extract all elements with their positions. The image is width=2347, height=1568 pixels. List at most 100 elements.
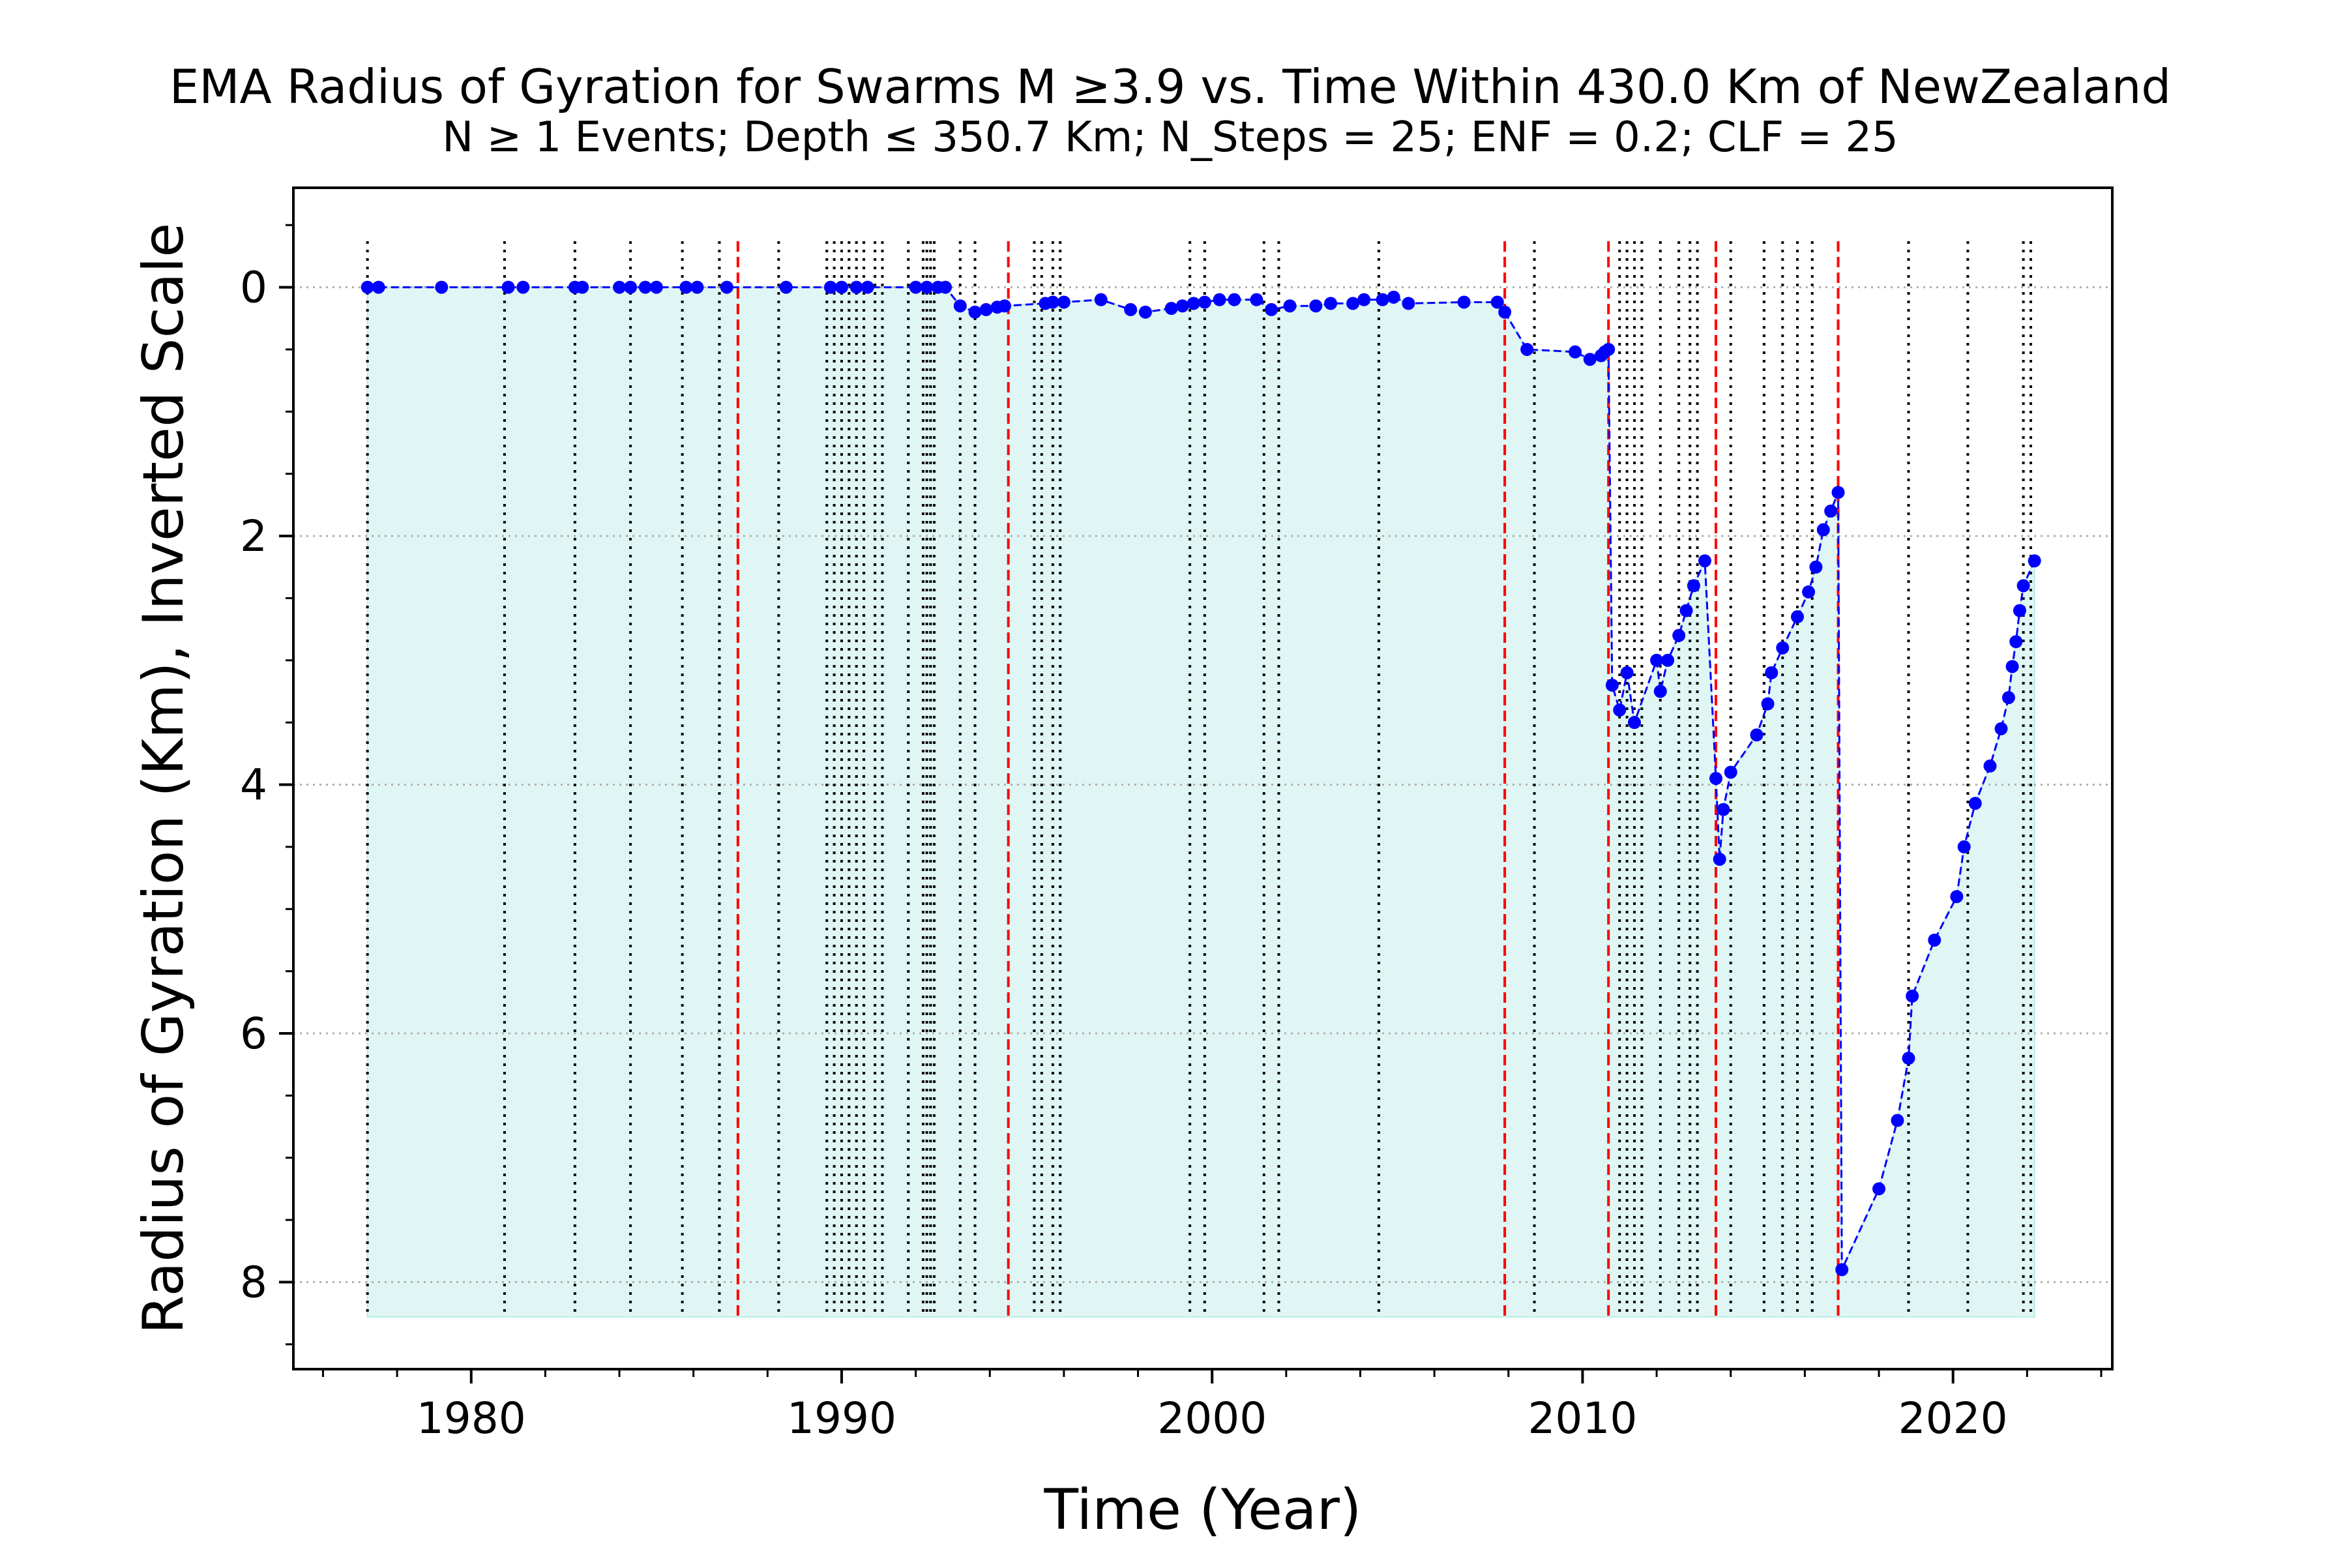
data-point <box>1520 342 1534 356</box>
data-point <box>1661 653 1675 667</box>
data-point <box>1046 295 1059 309</box>
data-point <box>1387 290 1400 304</box>
data-point <box>1138 305 1152 319</box>
data-point <box>1928 933 1941 947</box>
y-tick-label: 8 <box>240 1257 267 1307</box>
data-point <box>1057 295 1070 309</box>
data-point <box>1816 523 1830 537</box>
data-point <box>1765 666 1779 679</box>
plot-frame <box>292 186 2114 1370</box>
data-point <box>1791 610 1805 624</box>
data-point <box>1213 293 1226 306</box>
series-layer <box>361 280 2041 1277</box>
data-point <box>372 280 385 294</box>
data-point <box>1457 295 1471 309</box>
data-point <box>849 280 863 294</box>
data-point <box>1164 302 1178 316</box>
data-point <box>1346 297 1360 310</box>
data-point <box>361 280 374 294</box>
data-point <box>2013 604 2026 617</box>
data-point <box>1613 703 1627 717</box>
data-point <box>2009 635 2023 649</box>
data-point <box>1498 305 1512 319</box>
data-point <box>1950 890 1964 904</box>
x-axis-label: Time (Year) <box>1044 1477 1362 1543</box>
data-point <box>638 280 652 294</box>
data-point <box>1620 666 1634 679</box>
data-point <box>1968 797 1982 810</box>
data-point <box>2028 554 2041 568</box>
data-point <box>1357 293 1371 306</box>
data-point <box>1872 1182 1886 1196</box>
data-point <box>2005 660 2019 673</box>
area-fill <box>366 286 2035 1318</box>
data-point <box>861 280 874 294</box>
data-point <box>1809 560 1823 574</box>
data-point <box>1776 641 1790 655</box>
data-point <box>1094 293 1108 306</box>
data-point <box>1653 685 1667 698</box>
data-point <box>1376 293 1389 306</box>
data-point <box>1957 840 1971 853</box>
x-tick-label: 2000 <box>1157 1393 1267 1443</box>
data-point <box>1761 697 1775 711</box>
data-point <box>1198 295 1211 309</box>
data-point <box>1906 989 1919 1003</box>
data-point <box>1713 852 1726 866</box>
data-point <box>1490 295 1504 309</box>
y-tick-label: 0 <box>240 263 267 313</box>
data-point <box>1265 303 1278 316</box>
data-point <box>720 280 733 294</box>
data-point <box>1402 297 1415 310</box>
chart-subtitle: N ≥ 1 Events; Depth ≤ 350.7 Km; N_Steps … <box>442 113 1898 162</box>
data-point <box>1672 629 1686 642</box>
data-point <box>1124 303 1138 316</box>
data-point <box>1602 342 1616 356</box>
data-point <box>1583 353 1597 366</box>
data-point <box>649 280 663 294</box>
data-point <box>1309 299 1323 313</box>
event-lines-layer <box>366 241 2032 1317</box>
data-point <box>1709 772 1722 785</box>
data-point <box>1724 765 1737 779</box>
data-point <box>1250 293 1263 306</box>
data-point <box>1228 293 1241 306</box>
data-point <box>1824 504 1838 518</box>
data-point <box>939 280 952 294</box>
y-axis-label: Radius of Gyration (Km), Inverted Scale <box>131 223 196 1335</box>
data-point <box>1283 299 1297 313</box>
data-point <box>2016 579 2030 593</box>
data-point <box>834 280 848 294</box>
x-tick-label: 2020 <box>1898 1393 2008 1443</box>
data-point <box>1994 722 2008 735</box>
data-point <box>690 280 704 294</box>
y-tick-label: 4 <box>240 760 267 810</box>
data-point <box>1627 716 1641 730</box>
x-tick-label: 1980 <box>417 1393 526 1443</box>
data-point <box>501 280 515 294</box>
data-point <box>1802 585 1816 599</box>
data-point <box>576 280 589 294</box>
data-point <box>2001 691 2015 705</box>
data-point <box>435 280 449 294</box>
data-point <box>679 280 693 294</box>
data-point <box>1698 554 1711 568</box>
data-point <box>779 280 793 294</box>
data-point <box>1831 486 1845 499</box>
data-point <box>968 305 982 319</box>
x-tick-label: 2010 <box>1528 1393 1637 1443</box>
data-point <box>1983 759 1997 773</box>
data-point <box>1687 579 1700 593</box>
data-point <box>1605 678 1619 692</box>
data-point <box>979 303 993 316</box>
y-tick-label: 6 <box>240 1009 267 1059</box>
data-point <box>1187 297 1200 310</box>
data-point <box>516 280 530 294</box>
data-point <box>997 299 1011 313</box>
data-point <box>1835 1263 1849 1277</box>
chart-title: EMA Radius of Gyration for Swarms M ≥3.9… <box>170 59 2171 114</box>
data-point <box>613 280 627 294</box>
data-point <box>624 280 638 294</box>
